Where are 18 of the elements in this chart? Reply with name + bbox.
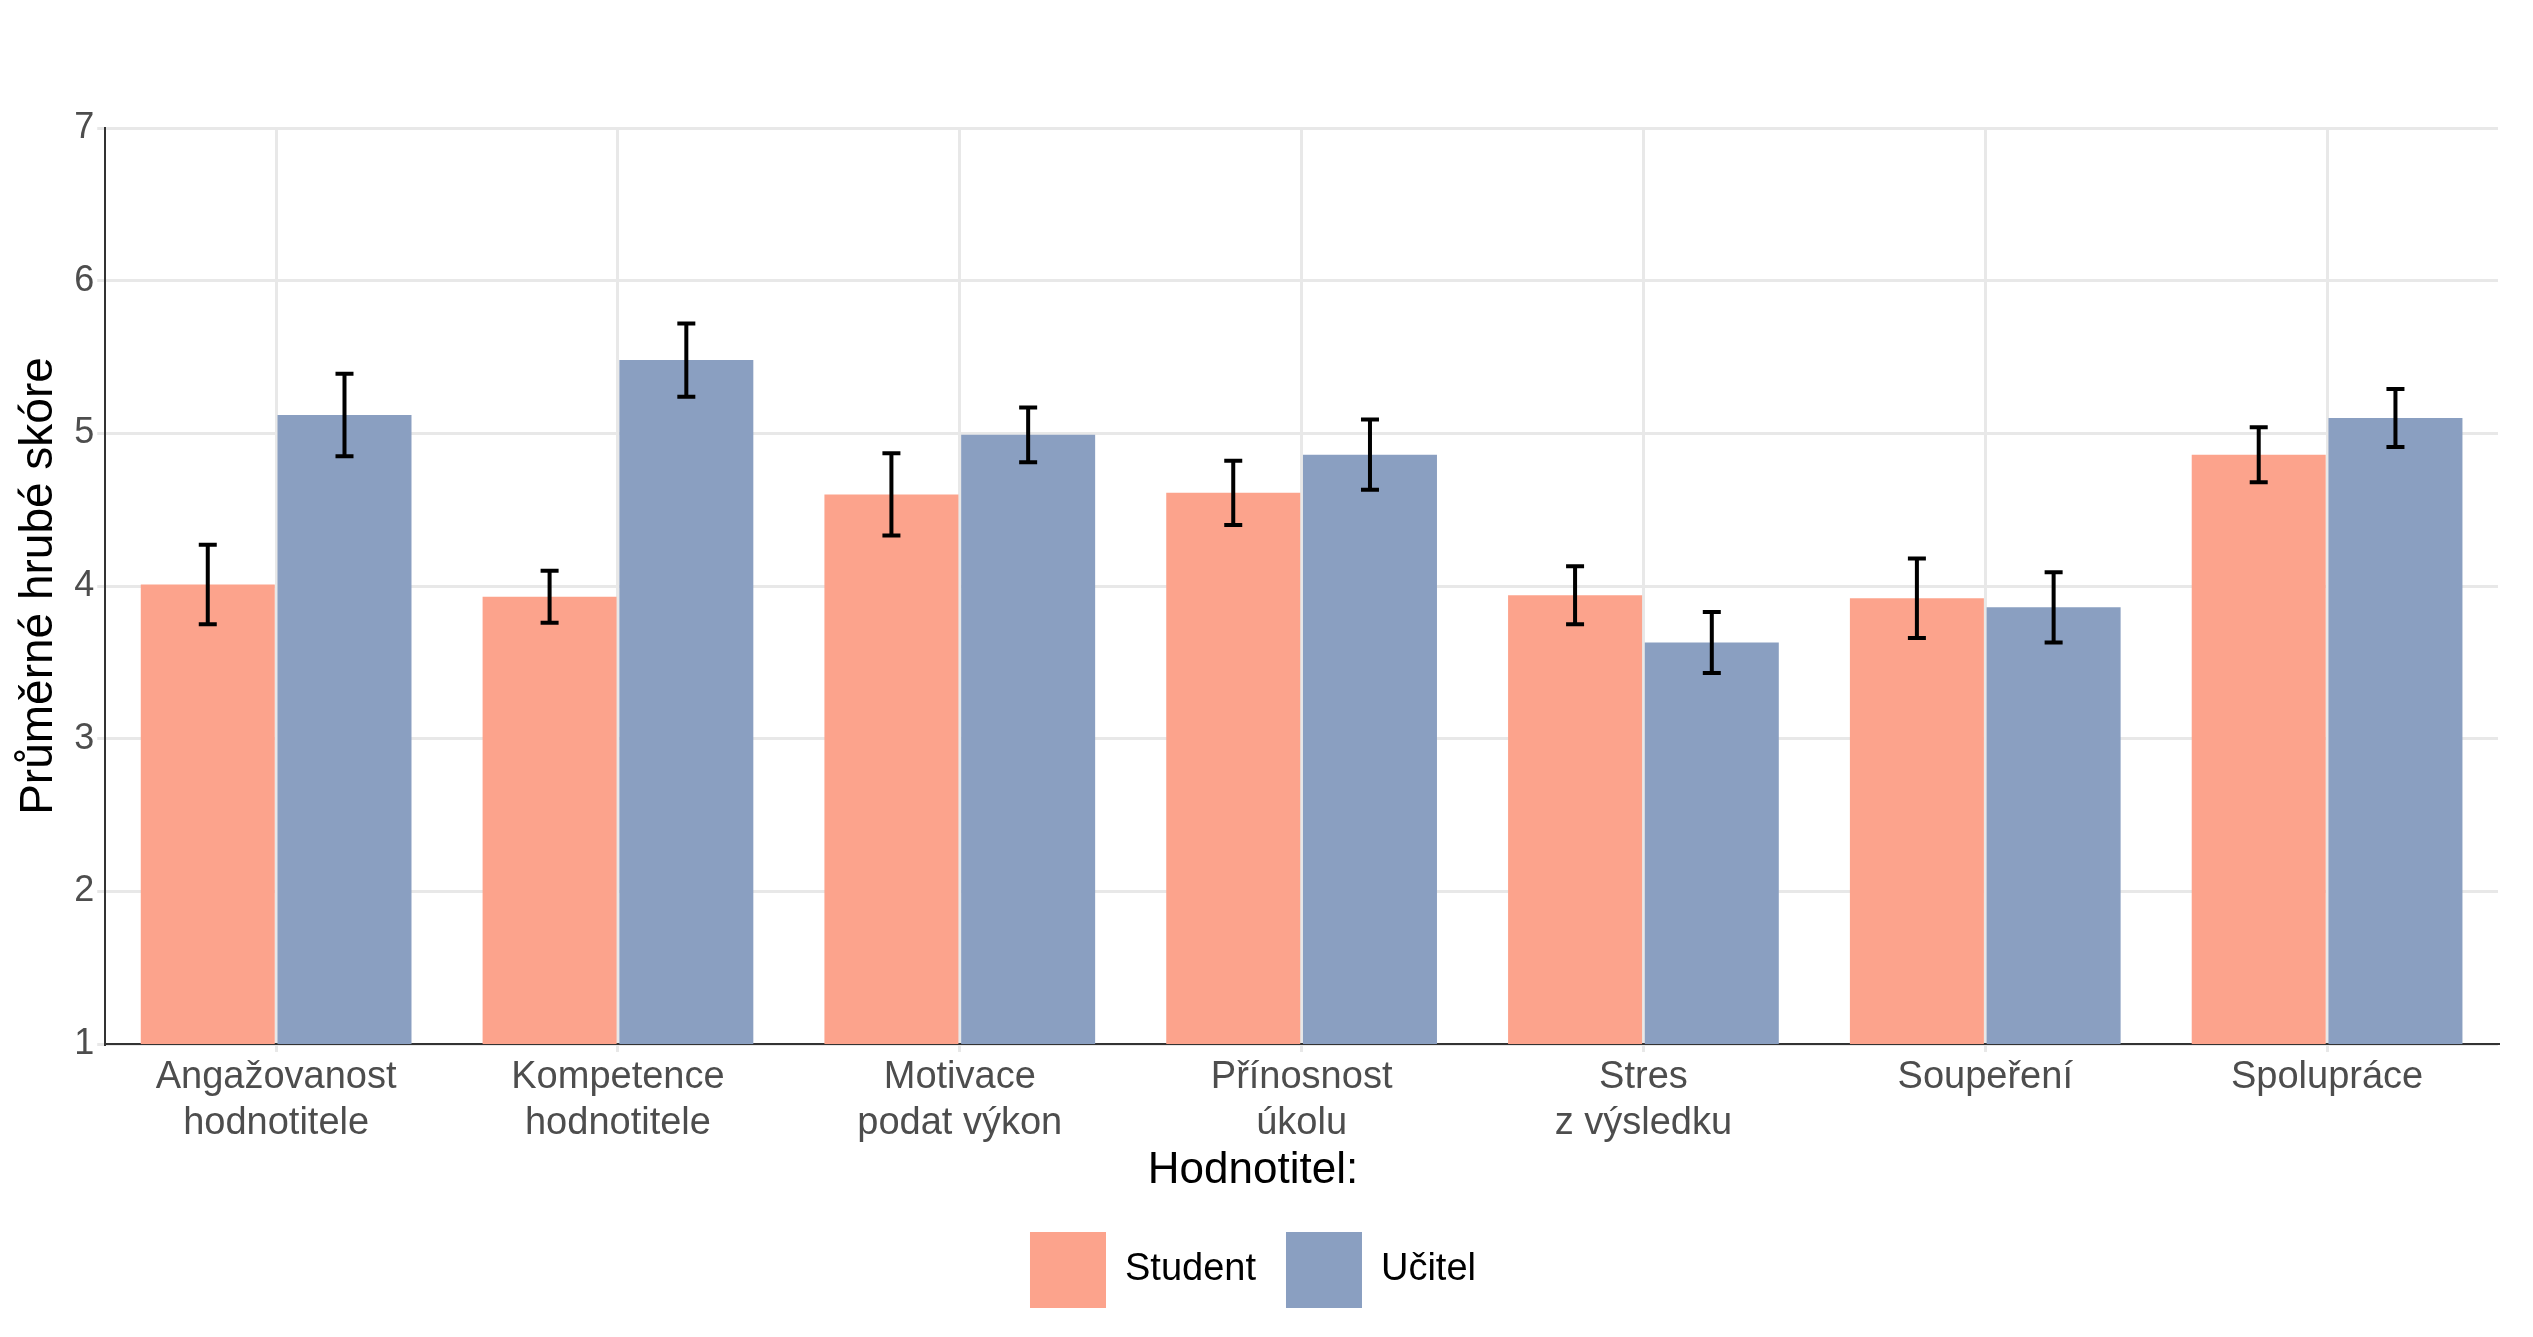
x-tick-label: Motivace podat výkon	[857, 1054, 1063, 1142]
x-tick-label: Přínosnost úkolu	[1210, 1054, 1393, 1142]
x-tick-label: Kompetence hodnotitele	[511, 1054, 725, 1142]
legend-label: Učitel	[1380, 1246, 1477, 1289]
y-tick-label: 5	[74, 410, 95, 452]
legend-title: Hodnotitel:	[1147, 1143, 1359, 1193]
y-axis-title: Průměrné hrubé skóre	[10, 357, 63, 815]
y-tick-label: 1	[74, 1020, 95, 1062]
y-tick-label: 3	[74, 715, 95, 757]
x-tick-label: Stres z výsledku	[1554, 1054, 1733, 1142]
x-tick-label: Angažovanost hodnotitele	[155, 1054, 397, 1142]
y-tick-label: 4	[74, 562, 95, 604]
x-tick-label: Spolupráce	[2230, 1054, 2424, 1097]
y-tick-label: 6	[74, 257, 95, 299]
y-tick-label: 2	[74, 868, 95, 910]
y-tick-label: 7	[74, 104, 95, 146]
x-tick-label: Soupeření	[1897, 1054, 2074, 1097]
legend-label: Student	[1124, 1246, 1257, 1289]
